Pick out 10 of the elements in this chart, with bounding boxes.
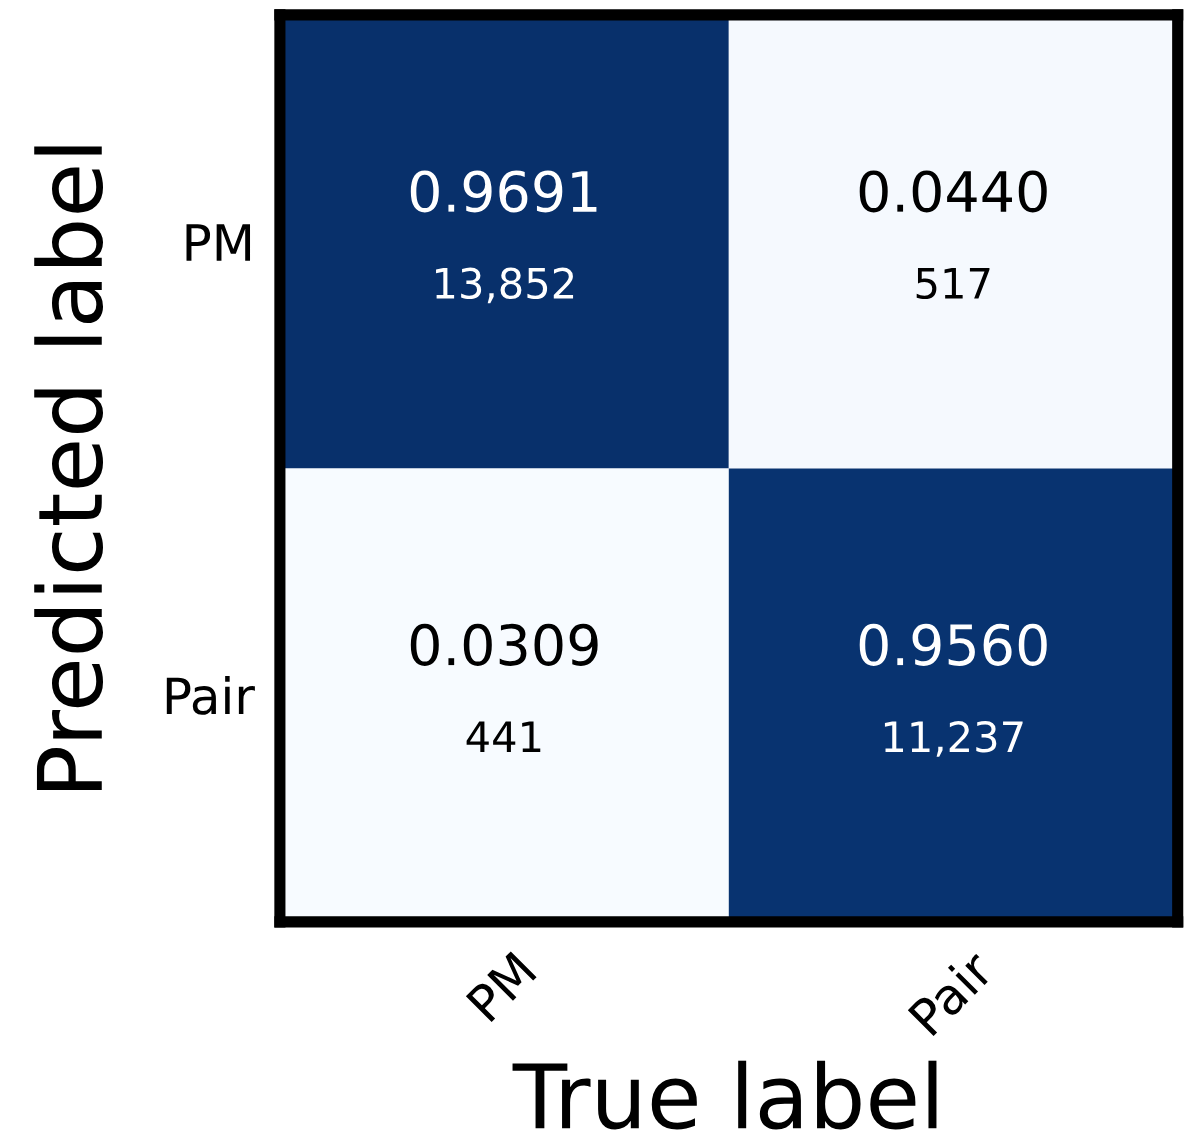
annotation: 441 bbox=[466, 721, 541, 752]
data-label: 0.9691 bbox=[410, 170, 597, 213]
data-label: 0.0440 bbox=[859, 170, 1047, 213]
annotation: 13,852 bbox=[436, 267, 574, 304]
y-axis-title: Predicted label bbox=[34, 146, 104, 790]
data-label: 0.0309 bbox=[410, 623, 598, 666]
data-label: 0.9560 bbox=[859, 623, 1047, 666]
x-axis-title: True label bbox=[512, 1060, 937, 1130]
annotation: 11,237 bbox=[884, 721, 1023, 757]
annotation: 517 bbox=[916, 268, 990, 300]
